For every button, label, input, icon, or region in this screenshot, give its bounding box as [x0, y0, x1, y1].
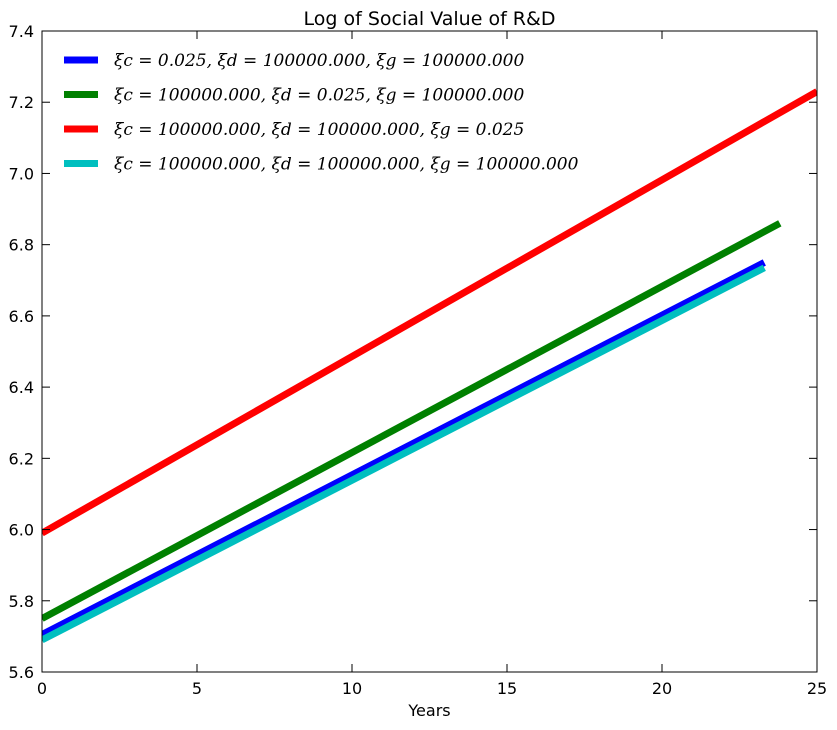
x-tick-label: 25 [807, 679, 827, 698]
x-tick-label: 5 [192, 679, 202, 698]
series-line-2 [42, 220, 782, 622]
y-tick-label: 7.0 [9, 164, 34, 183]
chart-title: Log of Social Value of R&D [304, 8, 556, 30]
plot-frame [41, 30, 818, 673]
x-tick-label: 15 [497, 679, 517, 698]
x-axis-title: Years [407, 701, 450, 720]
legend-label-4: ξc = 100000.000, ξd = 100000.000, ξg = 1… [114, 155, 579, 175]
x-tick-label: 0 [37, 679, 47, 698]
y-tick-label: 6.0 [9, 521, 34, 540]
series-line-3 [42, 88, 817, 537]
series-layer [42, 88, 817, 644]
y-tick-label: 6.8 [9, 236, 34, 255]
legend: ξc = 0.025, ξd = 100000.000, ξg = 100000… [64, 51, 579, 175]
legend-label-2: ξc = 100000.000, ξd = 0.025, ξg = 100000… [114, 86, 524, 106]
y-tick-label: 5.6 [9, 663, 34, 682]
legend-label-3: ξc = 100000.000, ξd = 100000.000, ξg = 0… [114, 120, 524, 140]
x-tick-label: 10 [342, 679, 362, 698]
y-tick-label: 6.4 [9, 378, 34, 397]
x-tick-label: 20 [652, 679, 672, 698]
legend-label-1: ξc = 0.025, ξd = 100000.000, ξg = 100000… [114, 51, 524, 71]
y-tick-label: 5.8 [9, 592, 34, 611]
series-line-1 [42, 259, 766, 638]
y-tick-label: 7.4 [9, 22, 34, 41]
y-tick-label: 6.2 [9, 449, 34, 468]
series-line-4 [42, 264, 766, 644]
y-tick-label: 6.6 [9, 307, 34, 326]
ticks-layer: 0 5 10 15 20 25 5.6 5.8 6.0 6.2 6.4 6.6 6.8 7.0 7.2 7.4 [9, 22, 828, 698]
y-tick-label: 7.2 [9, 93, 34, 112]
